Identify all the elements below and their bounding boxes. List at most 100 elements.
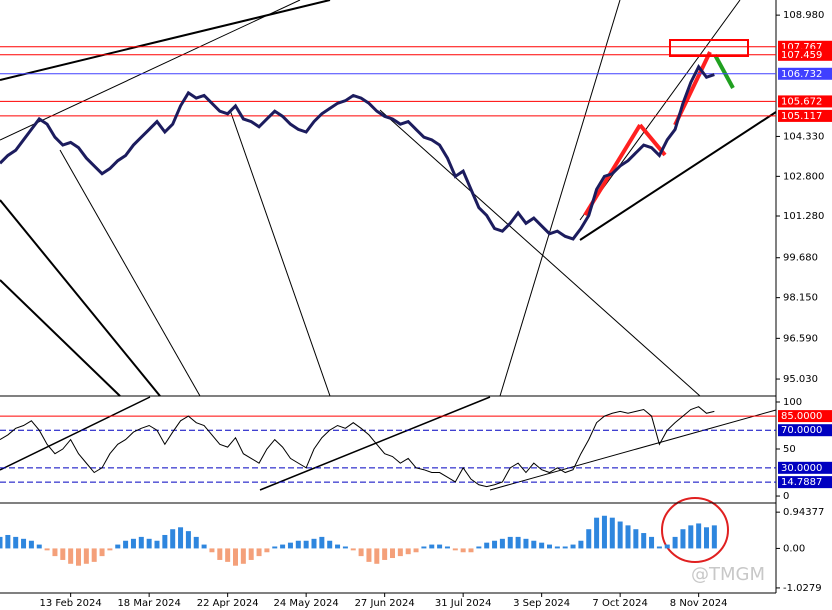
- histogram-bar: [28, 540, 34, 549]
- histogram-bar: [21, 538, 27, 549]
- histogram-bar: [280, 544, 286, 549]
- histogram-bar: [76, 548, 81, 566]
- histogram-bar: [138, 536, 144, 549]
- watermark: @TMGM: [691, 564, 765, 585]
- histogram-bar: [146, 538, 152, 549]
- y-tick-label: 104.330: [783, 131, 824, 142]
- level-label-box: [778, 461, 832, 474]
- level-label: 30.0000: [781, 463, 822, 474]
- y-tick-label: 101.280: [783, 211, 824, 222]
- level-label-box: [778, 410, 832, 423]
- level-label-box: [778, 476, 832, 489]
- histogram-bar: [99, 548, 105, 557]
- histogram-bar: [256, 548, 262, 557]
- y-tick-label: 96.590: [783, 333, 818, 344]
- x-tick-label: 7 Oct 2024: [592, 598, 647, 609]
- level-label: 106.732: [781, 69, 822, 80]
- histogram-bar: [523, 538, 529, 549]
- histogram-bar: [36, 544, 42, 549]
- histogram-bar: [594, 517, 600, 549]
- histogram-bar: [688, 525, 694, 549]
- y-tick-label: 99.680: [783, 253, 818, 264]
- histogram-bar: [201, 544, 207, 549]
- histogram-bar: [444, 546, 450, 549]
- level-label-box: [778, 48, 832, 61]
- series-line: [0, 63, 715, 241]
- histogram-bar: [696, 523, 702, 549]
- histogram-bar: [83, 548, 89, 564]
- y-tick-label: 100: [783, 397, 802, 408]
- histogram-bar: [240, 548, 246, 564]
- histogram-bar: [335, 544, 341, 549]
- histogram-bar: [123, 540, 129, 549]
- histogram-bar: [554, 546, 560, 549]
- histogram-bar: [303, 540, 309, 549]
- histogram-bar: [547, 544, 552, 549]
- histogram-bar: [178, 527, 184, 549]
- histogram-bar: [499, 538, 505, 549]
- y-tick-label: -1.0279: [783, 583, 822, 594]
- x-tick-label: 13 Feb 2024: [40, 598, 102, 609]
- histogram-bar: [468, 548, 474, 553]
- level-label: 105.117: [781, 111, 822, 122]
- histogram-bar: [413, 548, 419, 553]
- x-tick-label: 27 Jun 2024: [355, 598, 415, 609]
- x-tick-label: 8 Nov 2024: [670, 598, 728, 609]
- decorations: [0, 0, 777, 594]
- histogram-bar: [311, 538, 317, 549]
- series-line: [0, 406, 715, 488]
- histogram-bar: [5, 534, 11, 549]
- histogram-bar: [656, 546, 662, 549]
- histogram-bar: [248, 548, 254, 560]
- histogram-bar: [421, 546, 427, 549]
- level-label: 70.0000: [781, 425, 822, 436]
- level-label-box: [778, 95, 832, 108]
- histogram-bar: [295, 540, 301, 549]
- histogram-bar: [460, 548, 466, 553]
- x-tick-label: 24 May 2024: [274, 598, 339, 609]
- histogram-bar: [91, 548, 97, 562]
- histogram-bar: [185, 531, 191, 549]
- histogram-bar: [578, 540, 584, 549]
- histogram-bar: [680, 529, 686, 549]
- histogram-bar: [617, 521, 623, 549]
- y-tick-label: 102.800: [783, 171, 824, 182]
- level-label-box: [778, 424, 832, 437]
- histogram-bar: [601, 515, 607, 549]
- histogram-bar: [52, 548, 58, 557]
- histogram-bar: [162, 534, 168, 549]
- histogram-bar: [60, 548, 66, 560]
- histogram-bar: [649, 536, 655, 549]
- histogram-bar: [107, 548, 113, 551]
- histogram-bar: [562, 546, 568, 549]
- histogram-bar: [437, 544, 443, 549]
- histogram-bar: [531, 540, 537, 549]
- level-label: 14.7887: [781, 477, 822, 488]
- histogram-bar: [327, 540, 333, 549]
- level-label: 107.459: [781, 50, 822, 61]
- x-tick-label: 18 Mar 2024: [117, 598, 180, 609]
- level-label-box: [778, 67, 832, 80]
- histogram-bar: [374, 548, 380, 564]
- histogram-bar: [382, 548, 388, 560]
- histogram-bar: [0, 536, 3, 549]
- histogram-bar: [193, 536, 199, 549]
- histogram-bar: [272, 546, 278, 549]
- level-label-box: [778, 109, 832, 122]
- y-tick-label: 50: [783, 444, 796, 455]
- histogram-bar: [397, 548, 403, 557]
- y-tick-label: 108.980: [783, 10, 824, 21]
- histogram-bar: [264, 548, 270, 553]
- histogram-bar: [130, 538, 136, 549]
- histogram-bar: [484, 542, 490, 549]
- level-label: 107.767: [781, 42, 822, 53]
- x-tick-label: 22 Apr 2024: [197, 598, 259, 609]
- histogram-bar: [68, 548, 74, 564]
- y-tick-label: 0.94377: [783, 507, 824, 518]
- histogram-bar: [366, 548, 372, 562]
- x-tick-label: 3 Sep 2024: [513, 598, 570, 609]
- histogram-bar: [476, 546, 482, 549]
- histogram-bar: [170, 529, 176, 549]
- histogram-bar: [358, 548, 364, 557]
